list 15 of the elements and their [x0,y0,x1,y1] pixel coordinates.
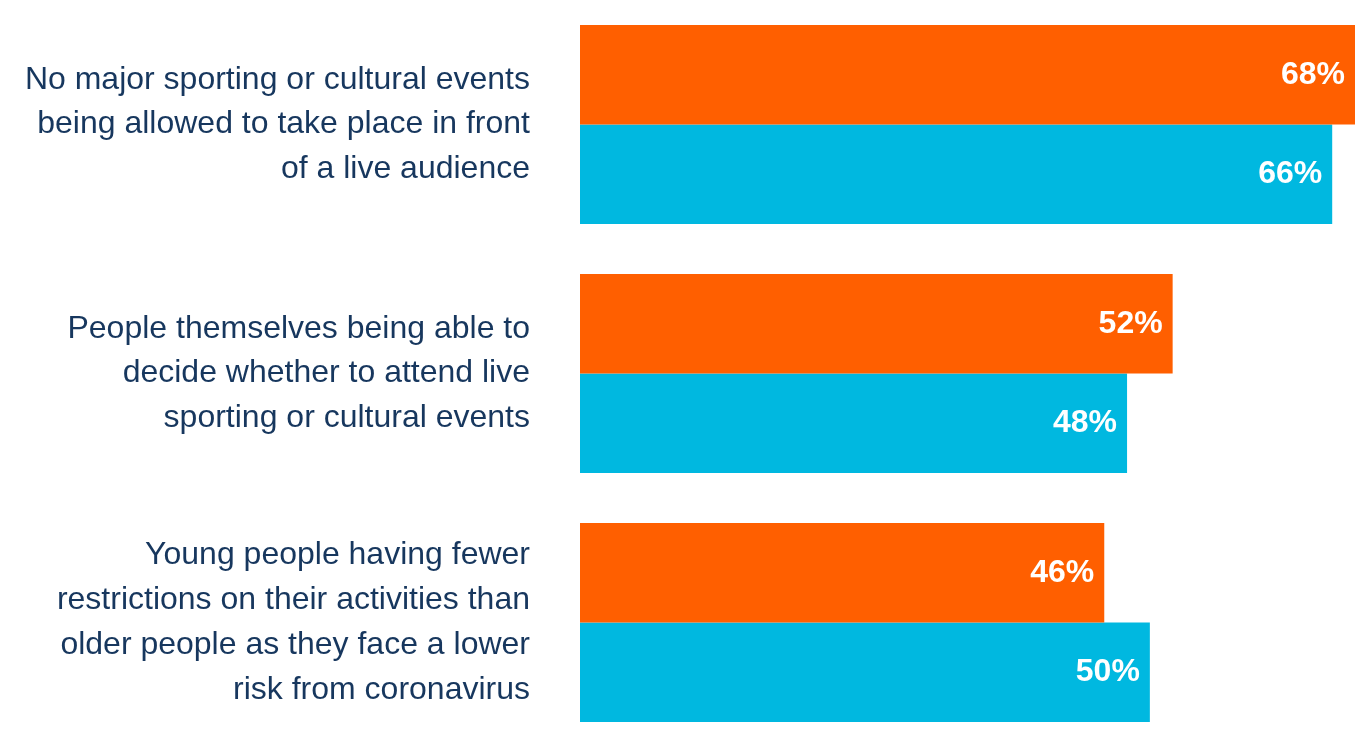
bar [580,622,1150,723]
data-label: 52% [1098,303,1163,340]
data-label: 48% [1053,403,1118,440]
bar [580,124,1333,225]
y-tick-label: People themselves being able to decide whether to attend live sporting or cultural events [67,308,530,435]
data-label: 46% [1030,552,1095,589]
bar [580,373,1128,474]
data-label: 68% [1280,54,1345,91]
bar [580,522,1105,623]
data-label: 50% [1075,652,1140,689]
y-tick-label: No major sporting or cultural events being allowed to take place in front of a live audience [24,59,531,186]
data-label: 66% [1258,154,1323,191]
y-tick-label: Young people having fewer restrictions on their activities than older people as they face a lower risk from coronavirus [56,535,531,706]
bar [580,24,1355,125]
bar [580,273,1173,374]
